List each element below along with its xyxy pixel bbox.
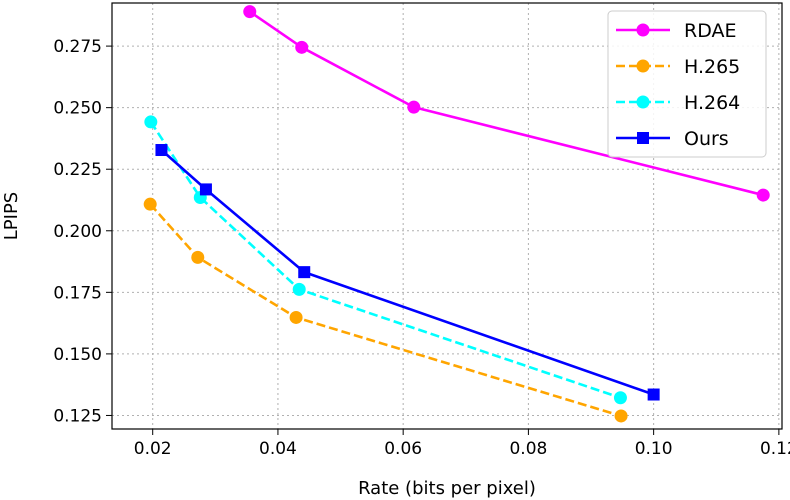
x-tick-label: 0.06 [384, 439, 422, 459]
series-ours [155, 144, 660, 401]
y-tick-label: 0.200 [53, 222, 102, 242]
data-point-rdae [756, 188, 770, 202]
series-h264 [144, 115, 627, 405]
x-axis-label: Rate (bits per pixel) [358, 478, 536, 499]
data-point-h264 [144, 115, 158, 129]
plot-frame [111, 2, 783, 430]
x-tick-label: 0.02 [134, 439, 172, 459]
data-point-h265 [143, 197, 157, 211]
series-line-rdae [249, 10, 764, 197]
x-tick-label: 0.08 [509, 439, 547, 459]
series-line-h265 [149, 203, 622, 418]
legend-label-rdae: RDAE [684, 20, 737, 42]
legend-label-ours: Ours [684, 128, 729, 150]
legend-label-h264: H.264 [684, 92, 740, 114]
y-tick-label: 0.275 [53, 37, 102, 57]
data-point-ours [199, 183, 212, 196]
axis-ticks: 0.02 0.04 0.06 0.08 0.10 0.12 0.125 0.150 0.175 0… [53, 37, 790, 459]
data-point-h264 [613, 391, 627, 405]
legend-marker-h265 [636, 59, 650, 73]
x-tick-label: 0.10 [635, 439, 673, 459]
legend: RDAE H.265 H.264 Ours [607, 10, 767, 158]
y-tick-label: 0.150 [53, 345, 102, 365]
legend-marker-h264 [636, 95, 650, 109]
data-point-h264 [292, 282, 306, 296]
legend-label-h265: H.265 [684, 56, 740, 78]
series-line-h264 [149, 121, 621, 399]
data-point-h265 [289, 310, 303, 324]
grid [112, 3, 782, 429]
y-tick-label: 0.250 [53, 99, 102, 119]
legend-marker-ours [637, 132, 649, 144]
legend-box [607, 10, 767, 158]
data-point-ours [298, 266, 311, 279]
data-point-h265 [191, 250, 205, 264]
data-point-rdae [407, 100, 421, 114]
series-rdae [243, 5, 770, 202]
series-layer [143, 5, 770, 423]
y-tick-label: 0.225 [53, 160, 102, 180]
data-point-ours [647, 388, 660, 401]
series-h265 [143, 197, 628, 423]
data-point-h265 [614, 409, 628, 423]
y-tick-label: 0.125 [53, 406, 102, 426]
series-line-ours [160, 149, 655, 396]
data-point-ours [155, 144, 168, 157]
y-tick-label: 0.175 [53, 283, 102, 303]
x-tick-label: 0.04 [259, 439, 297, 459]
y-axis-label: LPIPS [1, 192, 22, 240]
x-tick-label: 0.12 [760, 439, 790, 459]
data-point-rdae [295, 40, 309, 54]
data-point-rdae [243, 5, 257, 19]
legend-marker-rdae [636, 23, 650, 37]
